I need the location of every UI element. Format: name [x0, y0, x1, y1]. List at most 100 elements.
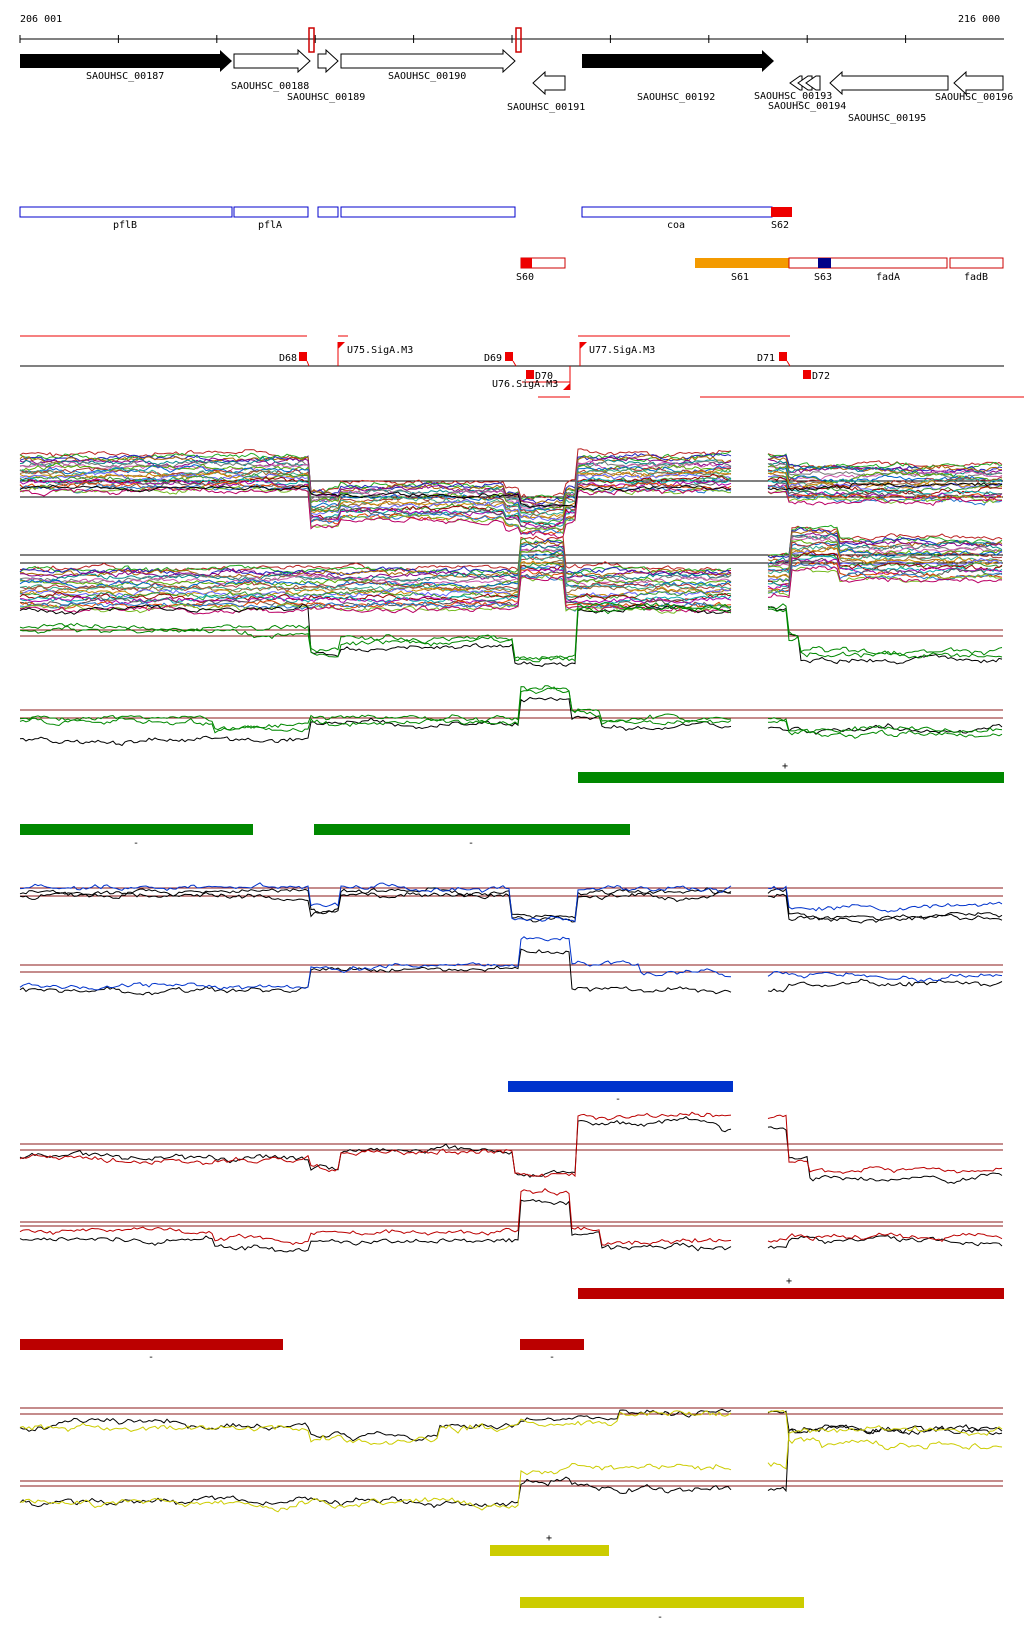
operon-box[interactable]	[19, 206, 233, 218]
gene-arrow[interactable]	[805, 75, 821, 91]
promoter-flag[interactable]	[563, 383, 570, 390]
expression-trace	[767, 453, 1003, 470]
green-minus-bar[interactable]	[20, 824, 253, 835]
expression-trace	[19, 456, 732, 510]
expression-trace	[19, 605, 732, 663]
gene-arrow[interactable]	[317, 48, 339, 74]
expression-trace	[767, 1114, 1003, 1174]
gene-arrow[interactable]	[340, 48, 516, 74]
expression-trace	[767, 482, 1003, 492]
strand-minus-label: -	[148, 1352, 154, 1363]
segment-label: S62	[771, 220, 789, 231]
expression-trace	[19, 473, 732, 528]
expression-trace	[768, 480, 1003, 499]
gene-label: SAOUHSC_00194	[768, 101, 846, 112]
coord-start: 206 001	[20, 14, 62, 25]
promoter-flag[interactable]	[580, 342, 587, 349]
expression-trace	[19, 1408, 732, 1442]
red-plus-bar[interactable]	[578, 1288, 1004, 1299]
gene-arrow[interactable]	[532, 70, 566, 96]
gene-label: SAOUHSC_00196	[935, 92, 1013, 103]
gene-arrow[interactable]	[233, 48, 311, 74]
segment-box[interactable]	[949, 257, 1004, 269]
strand-plus-label: +	[782, 761, 788, 772]
expression-trace	[19, 685, 732, 731]
expression-trace	[767, 525, 1003, 559]
expression-trace	[19, 544, 732, 581]
operon-box[interactable]	[233, 206, 309, 218]
gene-label: SAOUHSC_00192	[637, 92, 715, 103]
gene-arrow[interactable]	[20, 50, 232, 72]
expression-trace	[767, 462, 1003, 481]
segment-box[interactable]	[818, 258, 831, 268]
strand-minus-label: -	[133, 838, 139, 849]
green-minus-bar[interactable]	[314, 824, 630, 835]
red-minus-bar[interactable]	[20, 1339, 283, 1350]
expression-trace	[19, 1111, 732, 1178]
expression-tracks	[19, 448, 1003, 1513]
terminator-mark[interactable]	[505, 352, 513, 361]
segment-box[interactable]	[788, 257, 948, 269]
expression-trace	[767, 970, 1003, 983]
operon-box[interactable]	[317, 206, 339, 218]
expression-trace	[767, 1410, 1003, 1451]
terminator-mark[interactable]	[803, 370, 811, 379]
coordinate-ruler: 206 001 216 000	[19, 14, 1004, 53]
strand-plus-label: +	[546, 1533, 552, 1544]
operon-label: coa	[667, 220, 685, 231]
expression-trace	[767, 1232, 1003, 1243]
expression-trace	[19, 568, 732, 607]
operon-label: pflB	[113, 220, 137, 231]
strand-minus-label: -	[468, 838, 474, 849]
terminator-label: D70	[535, 371, 553, 382]
expression-trace	[19, 538, 732, 577]
operon-box[interactable]	[340, 206, 516, 218]
segment-box[interactable]	[771, 207, 792, 217]
expression-trace	[767, 490, 1003, 504]
gene-label: SAOUHSC_00187	[86, 71, 164, 82]
gene-arrow[interactable]	[953, 70, 1004, 96]
green-plus-bar[interactable]	[578, 772, 1004, 783]
expression-trace	[767, 978, 1003, 993]
yellow-minus-bar[interactable]	[520, 1597, 804, 1608]
strand-plus-label: +	[786, 1276, 792, 1287]
expression-trace	[767, 563, 1003, 594]
terminator-mark[interactable]	[779, 352, 787, 361]
expression-trace	[767, 717, 1003, 736]
blue-minus-bar[interactable]	[508, 1081, 733, 1092]
expression-trace	[767, 551, 1003, 586]
segment-label: S61	[731, 272, 749, 283]
segment-box[interactable]	[695, 258, 789, 268]
red-minus-bar[interactable]	[520, 1339, 584, 1350]
strand-minus-label: -	[657, 1612, 663, 1623]
expression-trace	[767, 460, 1003, 477]
expression-trace	[19, 535, 732, 574]
significance-bars: + - - - + - - + -	[20, 761, 1004, 1623]
expression-trace	[767, 606, 1003, 665]
expression-trace	[767, 565, 1003, 599]
expression-trace	[767, 541, 1003, 572]
gene-arrow[interactable]	[582, 50, 774, 72]
yellow-plus-bar[interactable]	[490, 1545, 609, 1556]
segment-label: S60	[516, 272, 534, 283]
operon-box[interactable]	[581, 206, 773, 218]
segment-box[interactable]	[521, 258, 532, 268]
expression-trace	[767, 885, 1003, 913]
expression-trace	[19, 948, 732, 996]
expression-trace	[19, 574, 732, 612]
gene-label: SAOUHSC_00188	[231, 81, 309, 92]
terminator-mark[interactable]	[526, 370, 534, 379]
expression-trace	[767, 476, 1003, 495]
expression-trace	[767, 1425, 1003, 1470]
promoter-flag[interactable]	[338, 342, 345, 349]
expression-trace	[19, 1188, 732, 1246]
terminator-label: D71	[757, 353, 775, 364]
expression-trace	[19, 882, 732, 923]
expression-trace	[19, 483, 732, 535]
expression-trace	[19, 603, 732, 667]
gene-arrow[interactable]	[789, 75, 803, 91]
terminator-mark[interactable]	[299, 352, 307, 361]
operon-label: fadA	[876, 272, 900, 283]
gene-arrow[interactable]	[829, 70, 949, 96]
